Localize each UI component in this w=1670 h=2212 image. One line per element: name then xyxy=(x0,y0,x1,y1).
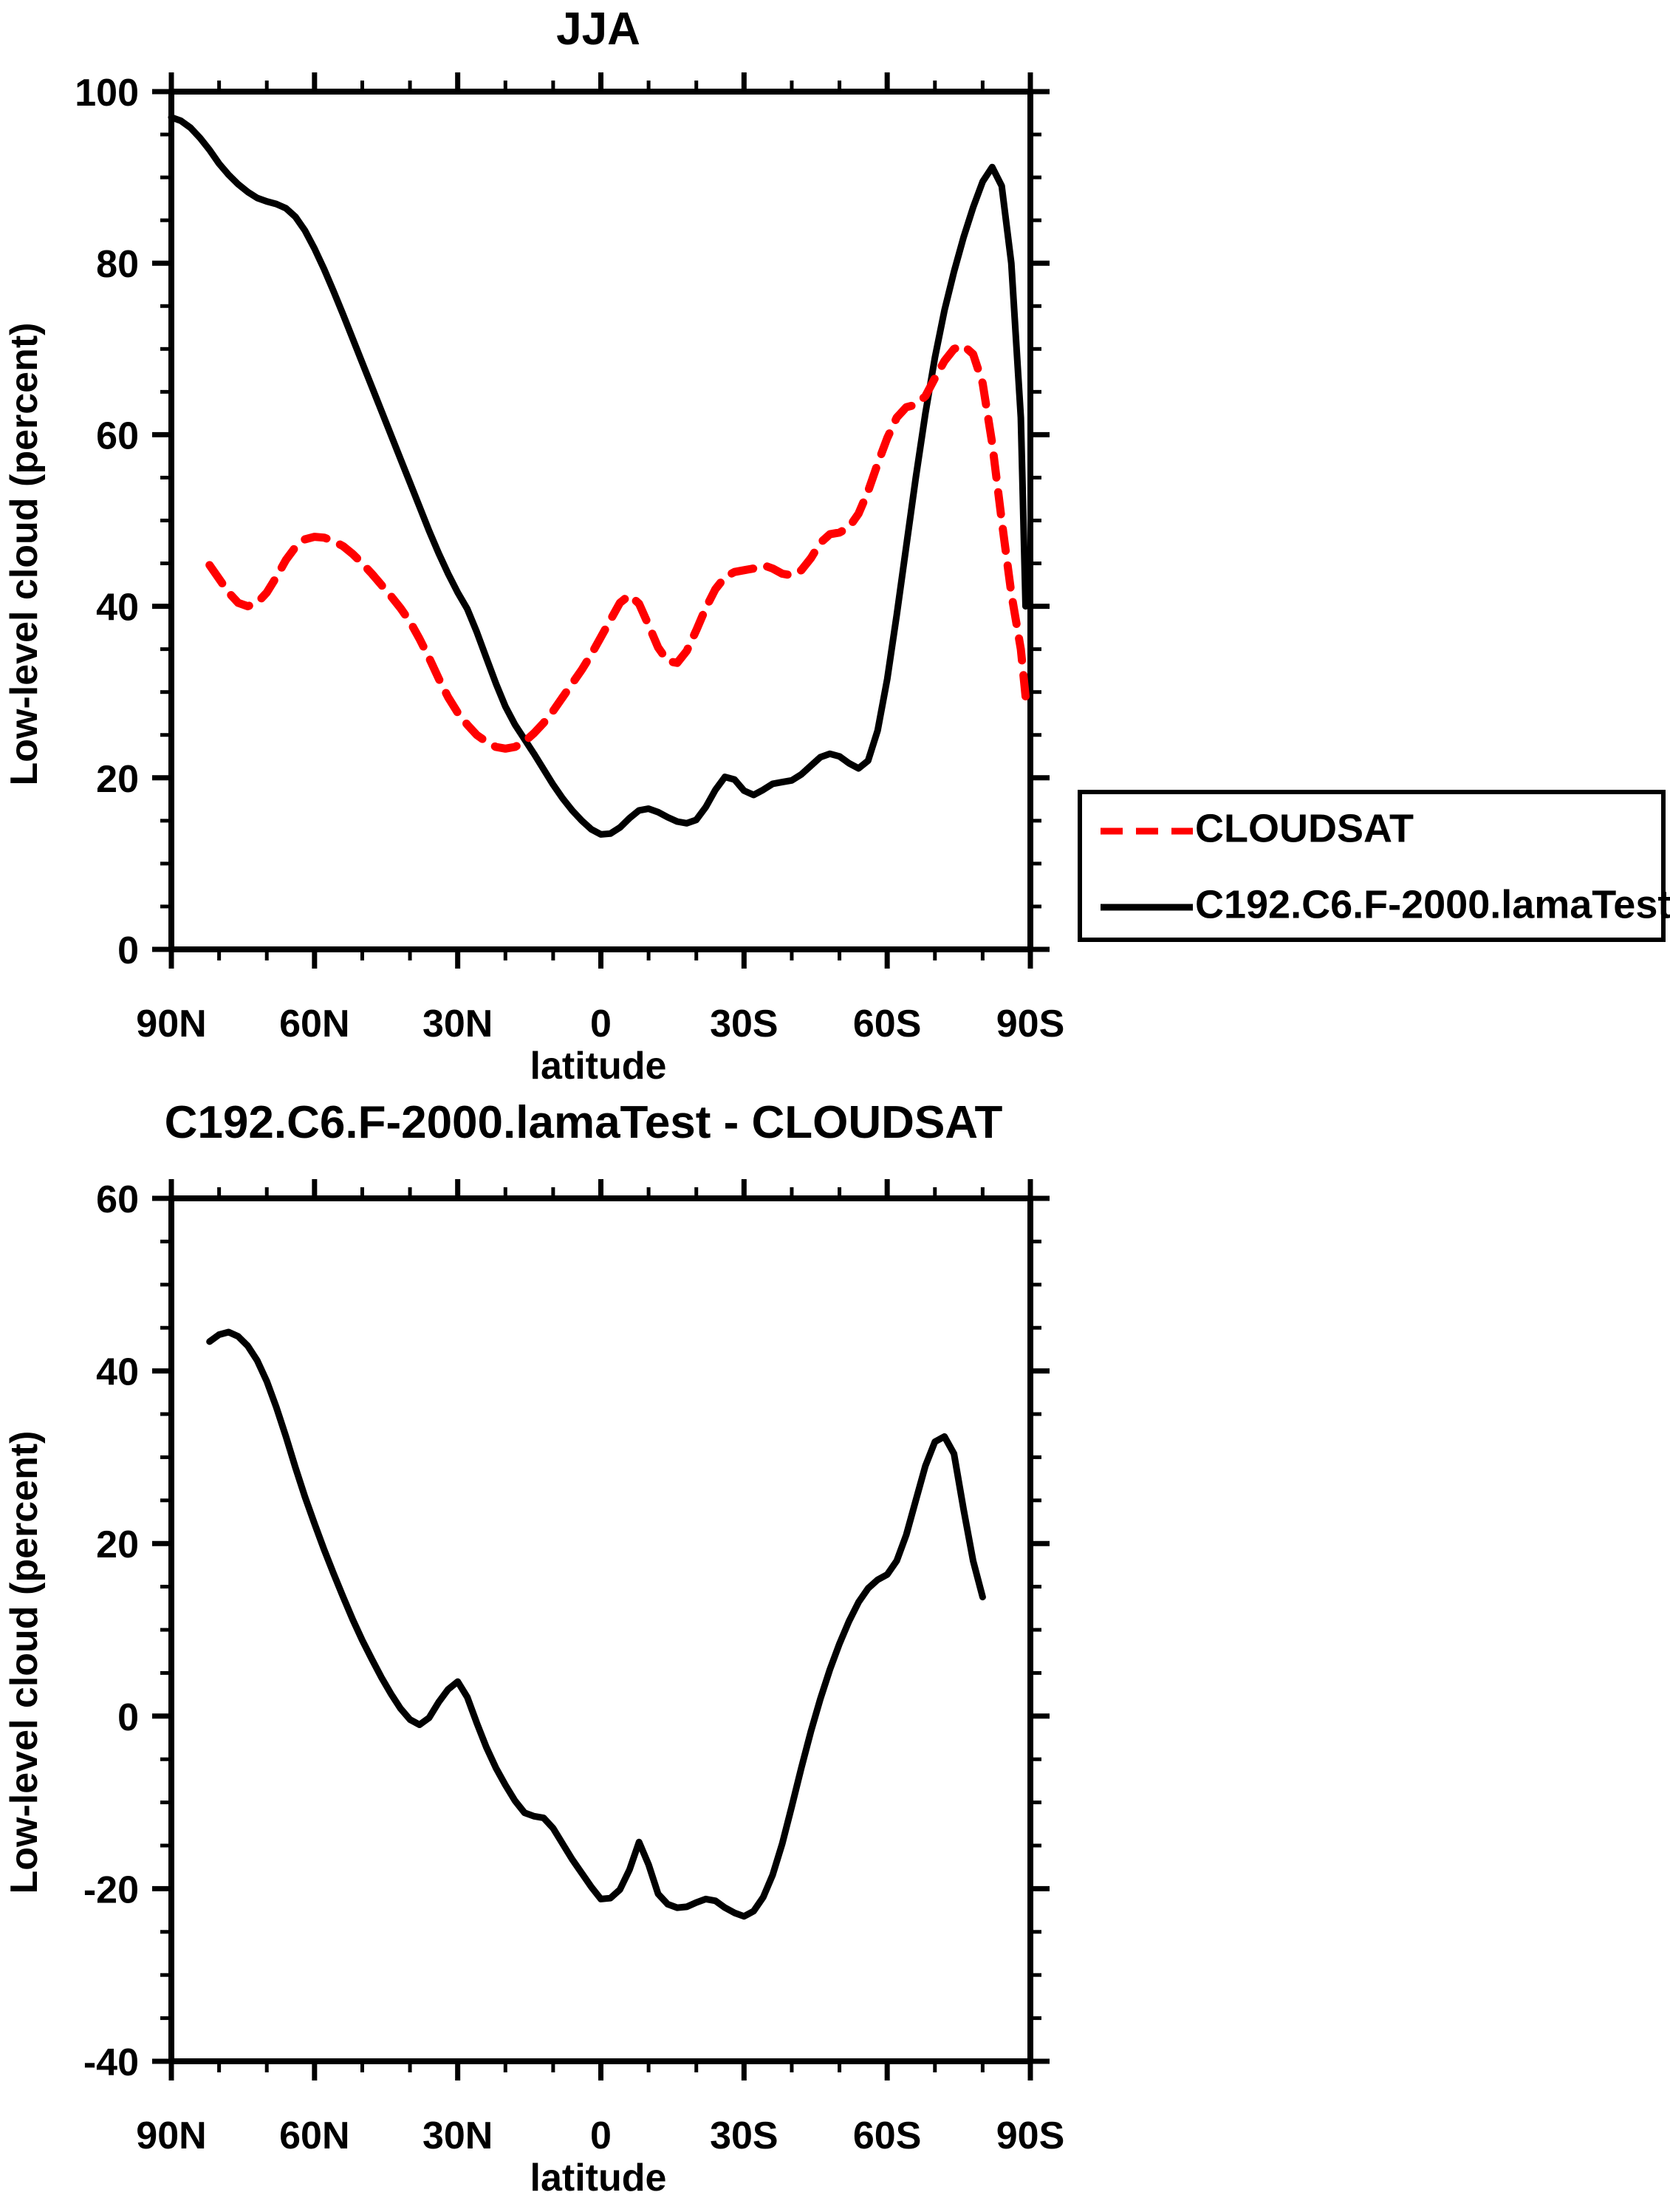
top-panel-tick-labels: 90N 60N 30N 0 30S 60S 90S 0 20 40 60 80 100 xyxy=(75,72,1064,1045)
y-tick-label: 60 xyxy=(96,414,139,457)
x-tick-label: 30S xyxy=(710,1003,778,1045)
legend-box xyxy=(1078,790,1666,942)
series-line-dashed xyxy=(205,341,1030,753)
series-line-solid xyxy=(168,114,1029,838)
top-panel-ticks xyxy=(152,72,1050,969)
bottom-panel: C192.C6.F-2000.lamaTest - CLOUDSAT Low-l… xyxy=(3,1097,1064,2199)
y-tick-label: 20 xyxy=(96,758,139,801)
x-tick-label: 30S xyxy=(710,2114,778,2157)
bottom-panel-tick-labels: 90N 60N 30N 0 30S 60S 90S -40 -20 0 20 40 60 xyxy=(83,1178,1064,2157)
bottom-panel-series xyxy=(206,1328,986,1920)
y-tick-label: -40 xyxy=(83,2041,139,2084)
y-tick-label: 40 xyxy=(96,587,139,629)
y-tick-label: 0 xyxy=(117,1696,139,1739)
bottom-panel-ylabel: Low-level cloud (percent) xyxy=(3,1431,46,1894)
series-line-solid xyxy=(206,1328,986,1920)
x-tick-label: 60N xyxy=(279,2114,349,2157)
x-tick-label: 90N xyxy=(136,2114,206,2157)
bottom-panel-xlabel: latitude xyxy=(530,2157,667,2199)
y-tick-label: 100 xyxy=(75,72,139,115)
y-tick-label: 80 xyxy=(96,243,139,286)
legend-label-cloudsat: CLOUDSAT xyxy=(1195,806,1414,850)
top-panel-title: JJA xyxy=(556,4,640,55)
y-tick-label: -20 xyxy=(83,1868,139,1911)
legend[interactable]: CLOUDSAT C192.C6.F-2000.lamaTest xyxy=(1078,790,1670,942)
x-tick-label: 0 xyxy=(590,2114,612,2157)
y-tick-label: 60 xyxy=(96,1178,139,1221)
top-panel-xlabel: latitude xyxy=(530,1045,667,1088)
legend-entry-cloudsat[interactable]: CLOUDSAT xyxy=(1101,806,1414,850)
y-tick-label: 0 xyxy=(117,929,139,972)
x-tick-label: 30N xyxy=(422,1003,493,1045)
bottom-panel-ticks xyxy=(152,1179,1050,2080)
top-panel-ylabel: Low-level cloud (percent) xyxy=(3,323,46,786)
x-tick-label: 60S xyxy=(853,2114,922,2157)
x-tick-label: 0 xyxy=(590,1003,612,1045)
top-panel-series xyxy=(168,114,1030,838)
x-tick-label: 60S xyxy=(853,1003,922,1045)
x-tick-label: 90S xyxy=(996,1003,1065,1045)
bottom-panel-title: C192.C6.F-2000.lamaTest - CLOUDSAT xyxy=(165,1097,1003,1148)
x-tick-label: 90N xyxy=(136,1003,206,1045)
x-tick-label: 90S xyxy=(996,2114,1065,2157)
legend-entry-model[interactable]: C192.C6.F-2000.lamaTest xyxy=(1101,882,1670,926)
legend-label-model: C192.C6.F-2000.lamaTest xyxy=(1195,882,1670,926)
top-panel: JJA Low-level cloud (percent) latitude 9… xyxy=(3,4,1064,1088)
x-tick-label: 30N xyxy=(422,2114,493,2157)
x-tick-label: 60N xyxy=(279,1003,349,1045)
y-tick-label: 40 xyxy=(96,1351,139,1394)
y-tick-label: 20 xyxy=(96,1523,139,1566)
